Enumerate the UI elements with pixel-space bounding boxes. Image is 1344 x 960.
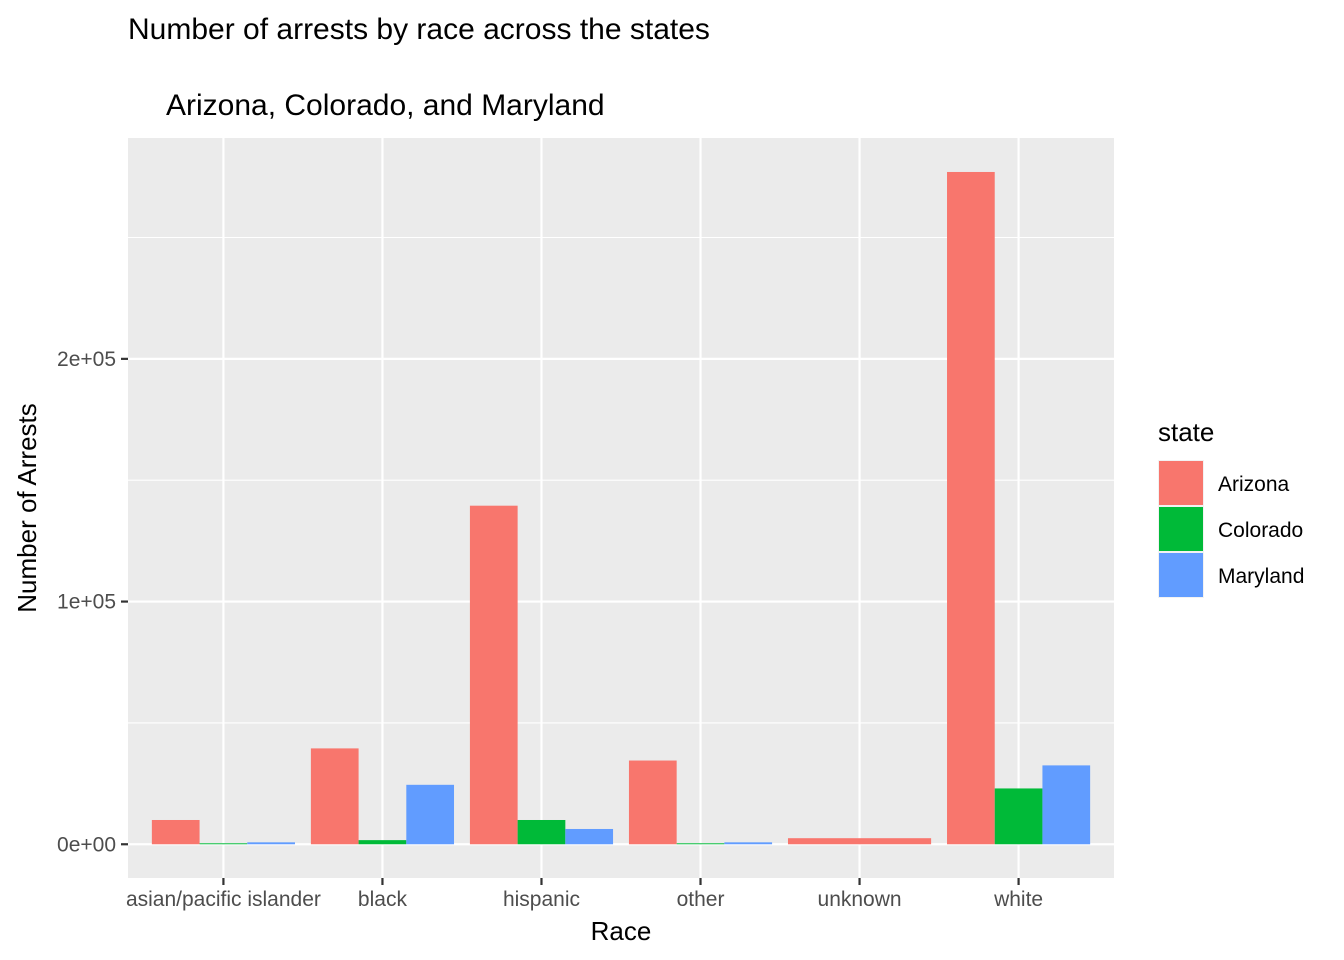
legend-title: state [1158, 417, 1214, 447]
y-tick-label: 1e+05 [57, 591, 116, 614]
x-tick-label: white [993, 888, 1043, 911]
x-tick-label: asian/pacific islander [126, 888, 321, 911]
y-tick-label: 0e+00 [57, 833, 116, 856]
bar-colorado [358, 840, 407, 845]
y-tick-label: 2e+05 [57, 348, 116, 371]
bar-arizona [787, 838, 932, 845]
bar-colorado [994, 788, 1043, 845]
bar-maryland [565, 828, 614, 845]
bar-arizona [310, 748, 359, 845]
x-axis-title: Race [591, 916, 652, 946]
bars [151, 171, 1091, 845]
legend-swatch-arizona [1159, 461, 1203, 505]
bar-colorado [199, 843, 248, 845]
grid-lines [128, 138, 1114, 878]
x-tick-label: black [358, 888, 408, 911]
legend: state Arizona Colorado Maryland [1158, 417, 1304, 598]
chart-title: Number of arrests by race across the sta… [128, 13, 710, 46]
y-axis-title: Number of Arrests [12, 403, 42, 613]
axes: 0e+00 1e+05 2e+05 asian/pacific islander bla… [57, 348, 1043, 911]
x-tick-label: hispanic [503, 888, 580, 911]
x-tick-label: other [677, 888, 725, 911]
bar-arizona [151, 819, 200, 845]
bar-colorado [676, 843, 725, 845]
bar-arizona [628, 760, 677, 845]
legend-label: Maryland [1218, 565, 1304, 588]
bar-maryland [1042, 765, 1091, 845]
chart-subtitle: Arizona, Colorado, and Maryland [166, 89, 605, 122]
bar-maryland [724, 842, 773, 845]
x-tick-label: unknown [818, 888, 902, 911]
bar-maryland [247, 842, 295, 845]
legend-label: Colorado [1218, 519, 1303, 542]
legend-swatch-colorado [1159, 507, 1203, 551]
legend-label: Arizona [1218, 473, 1290, 496]
bar-maryland [406, 784, 455, 845]
legend-swatch-maryland [1159, 553, 1203, 597]
bar-arizona [469, 505, 518, 845]
bar-arizona [947, 171, 995, 845]
bar-colorado [517, 819, 566, 845]
